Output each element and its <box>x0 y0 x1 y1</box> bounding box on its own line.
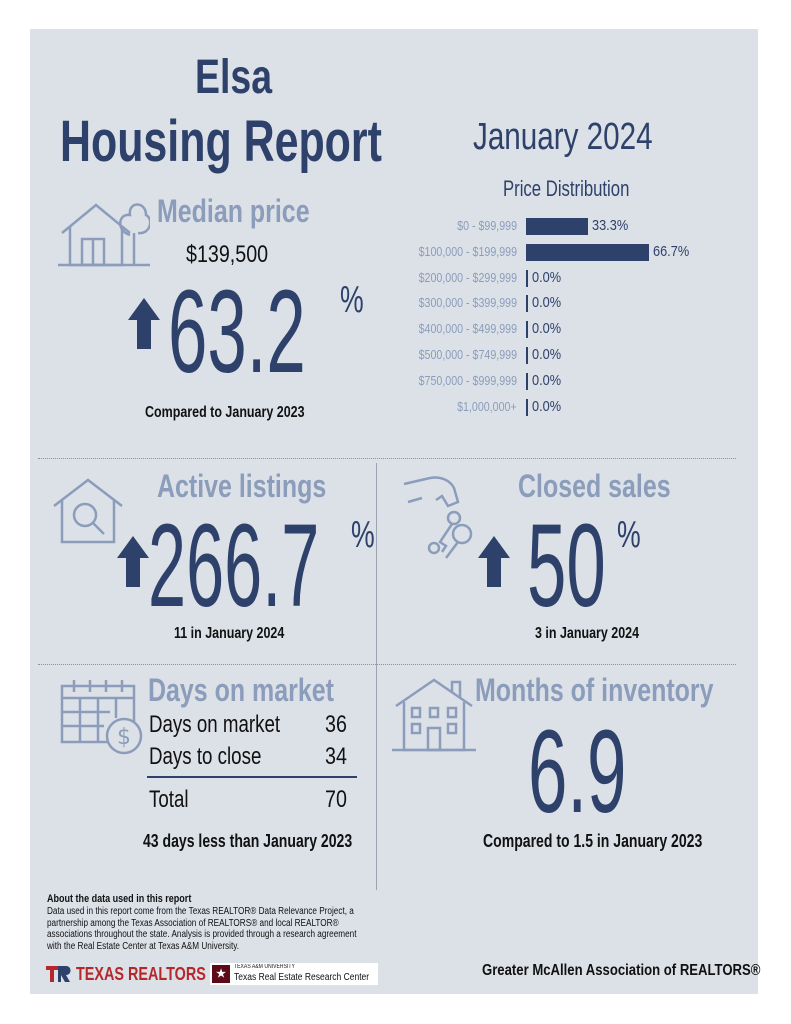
active-listings-change: 266.7 <box>148 500 320 632</box>
active-listings-title: Active listings <box>157 468 327 504</box>
price-bar-row: $400,000 - $499,999 0.0% <box>390 319 720 341</box>
dom-row-value-0: 36 <box>325 711 347 738</box>
texas-realtors-logo-icon <box>46 966 71 982</box>
city-name: Elsa <box>195 51 273 104</box>
closed-sales-percent: % <box>617 514 641 556</box>
apartment-building-icon <box>392 678 476 752</box>
active-listings-percent: % <box>351 514 375 556</box>
price-bar-label: $200,000 - $299,999 <box>418 269 517 285</box>
price-bar-value: 0.0% <box>532 371 562 389</box>
months-inventory-value: 6.9 <box>528 706 627 838</box>
price-bar-row: $750,000 - $999,999 0.0% <box>390 371 720 393</box>
texas-realtors-logo: TEXAS REALTORS <box>76 964 206 984</box>
price-bar <box>526 321 528 339</box>
section-divider-vertical <box>376 463 377 890</box>
price-bar-value: 0.0% <box>532 294 562 312</box>
days-on-market-title: Days on market <box>148 672 334 708</box>
days-on-market-caption: 43 days less than January 2023 <box>143 831 353 851</box>
price-bar-value: 0.0% <box>532 397 562 415</box>
hand-keys-icon <box>403 476 473 559</box>
median-price-change: 63.2 <box>168 266 306 398</box>
dom-row-label-1: Days to close <box>149 743 262 770</box>
price-bar <box>526 372 528 390</box>
house-search-icon <box>53 478 123 544</box>
report-panel <box>30 29 758 994</box>
association-name: Greater McAllen Association of REALTORS® <box>482 962 761 979</box>
about-title: About the data used in this report <box>47 893 192 905</box>
section-divider-top <box>38 458 736 459</box>
price-bar-label: $1,000,000+ <box>457 398 517 414</box>
total-rule <box>147 776 357 778</box>
price-bar <box>526 295 528 313</box>
about-text: Data used in this report come from the T… <box>47 906 424 952</box>
about-line: partnership among the Texas Association … <box>47 917 339 929</box>
price-bar-row: $0 - $99,999 33.3% <box>390 216 720 238</box>
price-bar-label: $750,000 - $999,999 <box>418 372 517 388</box>
price-bar-label: $500,000 - $749,999 <box>418 347 517 362</box>
months-inventory-caption: Compared to 1.5 in January 2023 <box>483 831 703 851</box>
price-bar-value: 0.0% <box>532 346 562 363</box>
house-tree-icon <box>58 203 150 267</box>
tamu-mark-icon: ★ <box>212 965 230 983</box>
closed-sales-caption: 3 in January 2024 <box>535 625 640 642</box>
price-bar <box>526 269 528 287</box>
dom-total-label: Total <box>149 786 189 813</box>
price-bar-row: $100,000 - $199,999 66.7% <box>390 242 720 264</box>
price-bar-label: $100,000 - $199,999 <box>418 243 517 259</box>
price-bar-label: $300,000 - $399,999 <box>418 295 517 311</box>
tamu-university: TEXAS A&M UNIVERSITY <box>234 964 295 970</box>
median-price-title: Median price <box>157 193 310 229</box>
about-line: associations throughout the state. Analy… <box>47 929 357 940</box>
dom-row-label-0: Days on market <box>149 711 281 738</box>
price-bar <box>526 398 528 416</box>
median-price-value: $139,500 <box>186 241 269 268</box>
price-bar <box>526 243 650 261</box>
price-bar-row: $1,000,000+ 0.0% <box>390 397 720 419</box>
svg-text:$: $ <box>117 725 131 750</box>
active-listings-caption: 11 in January 2024 <box>174 625 285 642</box>
median-price-percent: % <box>340 279 364 321</box>
price-bar-label: $0 - $99,999 <box>457 218 517 233</box>
closed-sales-change: 50 <box>527 500 606 632</box>
about-line: with the Real Estate Center at Texas A&M… <box>47 940 240 952</box>
about-line: Data used in this report come from the T… <box>47 906 354 917</box>
price-bar-row: $300,000 - $399,999 0.0% <box>390 293 720 315</box>
months-inventory-title: Months of inventory <box>475 672 714 708</box>
price-bar-value: 66.7% <box>653 242 690 260</box>
tamu-logo-box <box>210 963 378 985</box>
price-bar-label: $400,000 - $499,999 <box>418 321 517 337</box>
tamu-center: Texas Real Estate Research Center <box>234 972 370 983</box>
section-divider-middle <box>38 664 736 665</box>
calendar-dollar-icon: $ <box>60 680 143 755</box>
price-bar-value: 33.3% <box>591 217 628 234</box>
closed-sales-title: Closed sales <box>518 468 671 504</box>
price-bar-value: 0.0% <box>532 320 562 338</box>
dom-row-value-1: 34 <box>325 743 347 770</box>
price-bar-row: $500,000 - $749,999 0.0% <box>390 345 720 367</box>
price-bar <box>526 218 588 235</box>
price-distribution-title: Price Distribution <box>503 176 630 201</box>
report-title: Housing Report <box>60 109 382 174</box>
price-bar-row: $200,000 - $299,999 0.0% <box>390 268 720 290</box>
dom-total-value: 70 <box>325 786 347 813</box>
price-bar-value: 0.0% <box>532 268 562 286</box>
price-bar <box>526 347 528 364</box>
median-price-caption: Compared to January 2023 <box>145 404 305 421</box>
report-period: January 2024 <box>473 116 653 158</box>
